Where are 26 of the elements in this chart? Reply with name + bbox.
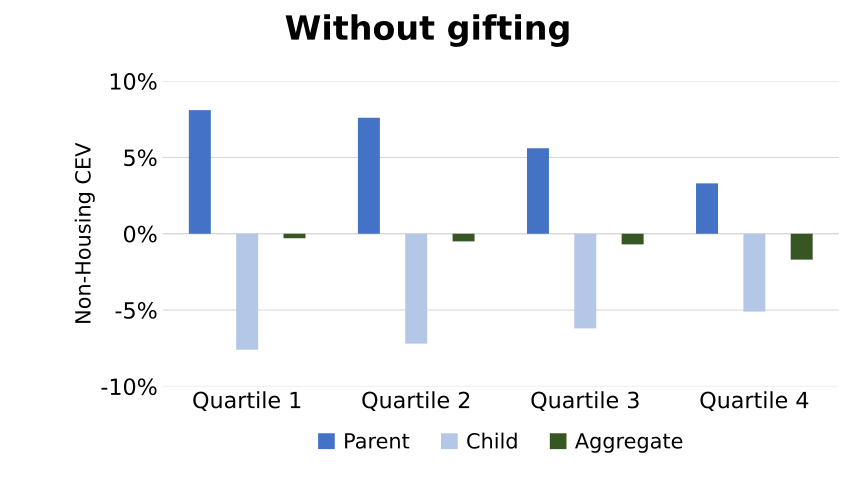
bar xyxy=(526,148,549,234)
y-axis-title: Non-Housing CEV xyxy=(74,142,95,323)
x-tick-label: Quartile 4 xyxy=(700,391,808,411)
y-tick-label: -5% xyxy=(116,302,157,319)
legend-label: Parent xyxy=(345,433,410,449)
legend-label: Child xyxy=(467,432,517,449)
bar xyxy=(696,183,718,234)
bar xyxy=(405,234,428,344)
legend-label: Aggregate xyxy=(574,433,682,453)
bar xyxy=(452,234,475,242)
y-tick-label: 5% xyxy=(124,149,157,166)
bar xyxy=(743,234,766,312)
bar xyxy=(284,234,306,238)
y-tick-label: -10% xyxy=(101,378,157,396)
bar xyxy=(188,110,211,234)
x-tick-label: Quartile 3 xyxy=(531,391,639,411)
x-tick-label: Quartile 2 xyxy=(362,391,470,411)
y-tick-label: 0% xyxy=(124,226,157,242)
chart-title: Without gifting xyxy=(286,14,569,47)
bar xyxy=(236,234,258,350)
bar xyxy=(574,234,596,328)
y-tick-label: 10% xyxy=(110,73,157,90)
bar xyxy=(790,234,813,260)
bar xyxy=(622,234,644,244)
bar xyxy=(358,118,380,234)
x-tick-label: Quartile 1 xyxy=(193,391,300,411)
